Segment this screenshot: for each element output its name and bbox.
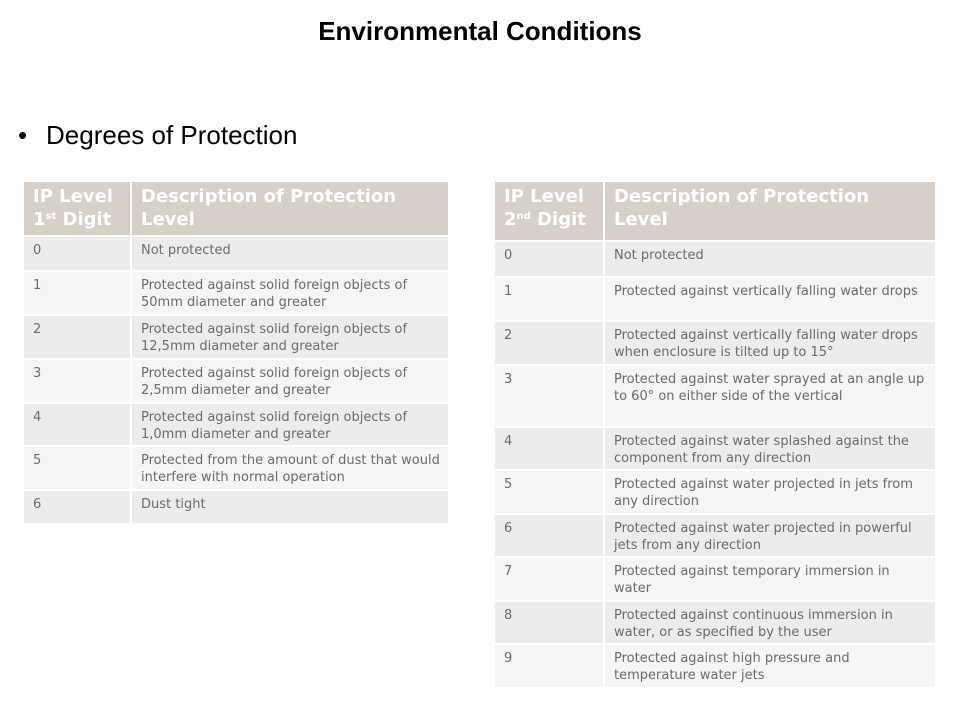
description-cell: Protected against vertically falling wat…	[603, 321, 935, 365]
description-cell: Protected against solid foreign objects …	[130, 271, 448, 315]
table-row: 1 Protected against solid foreign objects…	[24, 271, 448, 315]
description-cell: Protected from the amount of dust that w…	[130, 446, 448, 490]
description-cell: Dust tight	[130, 490, 448, 524]
description-cell: Protected against vertically falling wat…	[603, 277, 935, 321]
table-row: 3 Protected against water sprayed at an a…	[495, 365, 935, 427]
description-cell: Protected against water sprayed at an an…	[603, 365, 935, 427]
header-description: Description of Protection Level	[130, 182, 448, 236]
ip-level-cell: 5	[24, 446, 131, 490]
description-cell: Protected against high pressure and temp…	[603, 644, 935, 688]
ip-level-cell: 2	[495, 321, 604, 365]
description-cell: Protected against water projected in pow…	[603, 514, 935, 557]
ip-level-cell: 1	[24, 271, 131, 315]
table-row: 5 Protected from the amount of dust that …	[24, 446, 448, 490]
description-cell: Not protected	[603, 241, 935, 277]
ip-level-cell: 6	[495, 514, 604, 557]
header-description: Description of Protection Level	[603, 182, 935, 241]
description-cell: Protected against temporary immersion in…	[603, 557, 935, 601]
ip-level-cell: 9	[495, 644, 604, 688]
table-row: 7 Protected against temporary immersion i…	[495, 557, 935, 601]
ip-level-cell: 8	[495, 601, 604, 644]
table-row: 1 Protected against vertically falling wa…	[495, 277, 935, 321]
ip-first-digit-table: IP Level 1st Digit Description of Protect…	[24, 182, 448, 525]
ip-level-cell: 7	[495, 557, 604, 601]
header-ip-level: IP Level 1st Digit	[24, 182, 131, 236]
table-row: 2 Protected against solid foreign objects…	[24, 315, 448, 359]
ip-second-digit-table: IP Level 2nd Digit Description of Protect…	[495, 182, 935, 689]
description-cell: Protected against solid foreign objects …	[130, 359, 448, 403]
table-row: 5 Protected against water projected in je…	[495, 470, 935, 514]
table-row: 0 Not protected	[495, 241, 935, 277]
ip-level-cell: 0	[24, 236, 131, 271]
ip-level-cell: 4	[24, 403, 131, 446]
description-cell: Protected against water splashed against…	[603, 427, 935, 470]
bullet-icon: •	[18, 120, 28, 150]
ip-level-cell: 1	[495, 277, 604, 321]
bullet-text: Degrees of Protection	[46, 120, 298, 150]
table-row: 2 Protected against vertically falling wa…	[495, 321, 935, 365]
table-row: 4 Protected against solid foreign objects…	[24, 403, 448, 446]
description-cell: Protected against solid foreign objects …	[130, 403, 448, 446]
table-row: 8 Protected against continuous immersion …	[495, 601, 935, 644]
ip-level-cell: 3	[24, 359, 131, 403]
description-cell: Not protected	[130, 236, 448, 271]
description-cell: Protected against water projected in jet…	[603, 470, 935, 514]
slide-title: Environmental Conditions	[318, 16, 642, 46]
table-row: 3 Protected against solid foreign objects…	[24, 359, 448, 403]
table-row: 4 Protected against water splashed agains…	[495, 427, 935, 470]
ip-level-cell: 4	[495, 427, 604, 470]
bullet-item: • Degrees of Protection	[18, 120, 297, 151]
description-cell: Protected against solid foreign objects …	[130, 315, 448, 359]
ip-level-cell: 5	[495, 470, 604, 514]
ip-level-cell: 3	[495, 365, 604, 427]
table-row: 6 Dust tight	[24, 490, 448, 524]
ip-level-cell: 0	[495, 241, 604, 277]
ip-level-cell: 2	[24, 315, 131, 359]
table-row: 9 Protected against high pressure and tem…	[495, 644, 935, 688]
header-ip-level: IP Level 2nd Digit	[495, 182, 604, 241]
description-cell: Protected against continuous immersion i…	[603, 601, 935, 644]
table-row: 0 Not protected	[24, 236, 448, 271]
ip-level-cell: 6	[24, 490, 131, 524]
table-row: 6 Protected against water projected in po…	[495, 514, 935, 557]
